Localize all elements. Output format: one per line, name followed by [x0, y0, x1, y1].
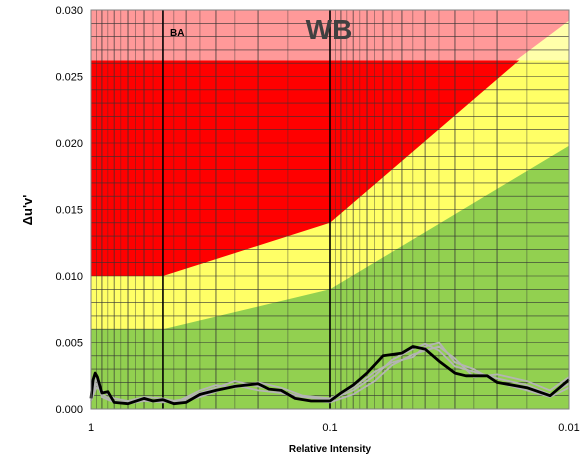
y-axis-title: Δu'v' — [20, 195, 35, 226]
y-tick-label: 0.020 — [55, 138, 83, 150]
measured-lines — [89, 341, 570, 406]
x-tick-label: 1 — [88, 422, 94, 434]
y-tick-label: 0.015 — [55, 205, 83, 217]
y-tick-label: 0.030 — [55, 5, 83, 17]
x-tick-label: 0.1 — [322, 422, 337, 434]
y-axis-ticks: 0.000 0.005 0.010 0.015 0.020 0.025 0.030 — [55, 5, 83, 416]
x-tick-label: 0.01 — [558, 422, 579, 434]
band-green — [91, 145, 569, 409]
x-axis-title: Relative Intensity — [289, 444, 372, 455]
y-tick-label: 0.005 — [55, 338, 83, 350]
chart-title: WB — [306, 14, 353, 45]
y-tick-label: 0.000 — [55, 404, 83, 416]
measured-line-thick — [89, 345, 570, 406]
plot-frame — [90, 9, 570, 410]
y-tick-label: 0.025 — [55, 72, 83, 84]
y-tick-label: 0.010 — [55, 271, 83, 283]
grid-layer — [91, 9, 570, 410]
ba-annotation: BA — [170, 28, 184, 39]
band-pale-yellow — [515, 10, 569, 61]
x-axis-ticks: 1 0.1 0.01 — [88, 422, 580, 434]
